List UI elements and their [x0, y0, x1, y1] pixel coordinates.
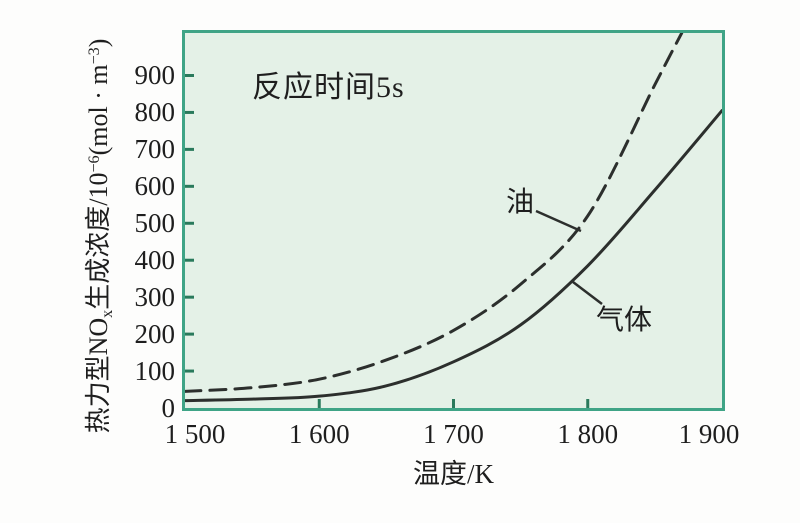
y-tick-label: 900: [134, 60, 176, 91]
exponent-minus6: −6: [86, 155, 103, 173]
axis-tick-marks: [185, 73, 590, 408]
x-axis-title: 温度/K: [413, 459, 494, 489]
y-tick-label: 100: [134, 356, 176, 387]
y-tick-label: 300: [134, 282, 176, 313]
y-tick-label: 800: [134, 97, 176, 128]
nox-subscript: x: [98, 309, 116, 318]
y-tick-label: 0: [161, 393, 176, 423]
y-tick-label: 600: [134, 171, 176, 202]
plot-area: [182, 30, 725, 411]
oil-curve: [185, 33, 684, 393]
exponent-minus3: −3: [86, 47, 103, 65]
x-tick-label: 1 800: [557, 419, 619, 449]
gas-curve-label: 气体: [596, 305, 653, 336]
y-axis-title-part2: 生成浓度/10: [84, 172, 114, 310]
oil-curve-label: 油: [506, 187, 535, 218]
x-tick-label: 1 900: [678, 419, 740, 449]
oil-label-pointer-line: [535, 209, 582, 233]
x-tick-label: 1 600: [288, 419, 350, 449]
gas-label-pointer-line: [572, 281, 603, 305]
x-tick-label: 1 500: [164, 419, 226, 449]
y-tick-label: 400: [134, 245, 176, 276]
y-tick-label: 500: [134, 208, 176, 239]
x-tick-label: 1 700: [423, 419, 484, 449]
curves-group: [185, 33, 722, 403]
y-axis-title-part4: ): [84, 38, 114, 48]
gas-curve: [185, 109, 722, 403]
y-axis-title-part1: 热力型NO: [84, 317, 114, 434]
y-tick-label: 200: [134, 319, 176, 350]
y-axis-title-part3: (mol · m: [84, 64, 114, 156]
y-tick-label: 700: [134, 134, 176, 165]
reaction-time-annotation: 反应时间5s: [252, 71, 405, 104]
y-axis-title: 热力型NOx生成浓度/10−6(mol · m−3): [78, 26, 116, 446]
plot-svg: [185, 33, 722, 408]
